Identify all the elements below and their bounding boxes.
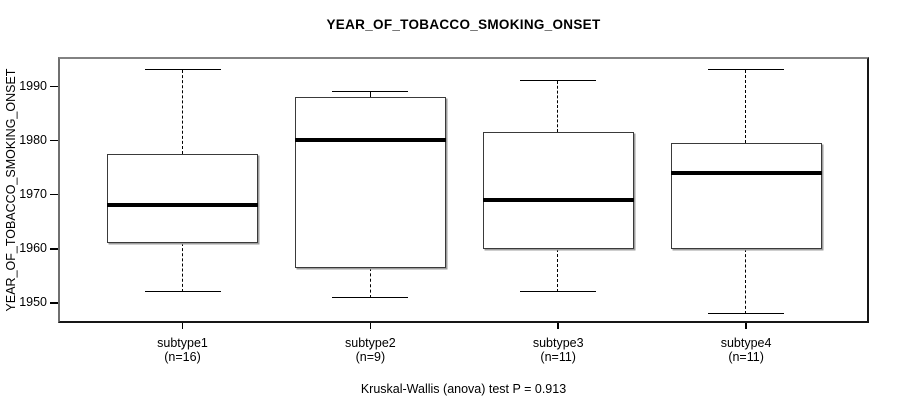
median-line	[107, 203, 258, 208]
y-axis-tick	[50, 248, 58, 250]
lower-whisker-line	[557, 248, 559, 293]
upper-whisker-line	[181, 70, 183, 154]
lower-whisker-line	[369, 267, 371, 298]
lower-whisker-cap	[332, 296, 409, 298]
y-axis-tick	[50, 139, 58, 142]
y-axis-tick	[50, 193, 58, 196]
stat-test-caption: Kruskal-Wallis (anova) test P = 0.913	[360, 382, 567, 396]
median-line	[482, 198, 634, 203]
y-axis-tick-label: 1960	[19, 241, 47, 256]
iqr-box	[107, 153, 258, 244]
lower-whisker-cap	[144, 291, 221, 293]
upper-whisker-line	[745, 70, 747, 144]
category-sample-size: (n=9)	[355, 350, 386, 364]
y-axis-tick	[50, 302, 58, 304]
x-axis-tick	[557, 323, 559, 329]
category-label: subtype3 (n=11)	[483, 336, 633, 364]
y-axis-tick-label: 1970	[19, 187, 47, 202]
y-axis-tick-label: 1950	[19, 295, 47, 310]
category-label: subtype2 (n=9)	[295, 336, 445, 364]
upper-whisker-line	[369, 91, 371, 98]
category-label: subtype4 (n=11)	[671, 336, 821, 364]
category-name: subtype2	[345, 336, 396, 350]
category-name: subtype3	[532, 336, 584, 350]
category-sample-size: (n=11)	[728, 350, 764, 364]
y-axis-tick	[50, 85, 58, 87]
y-axis-tick-label: 1990	[19, 78, 47, 93]
iqr-box	[670, 143, 822, 249]
x-axis-tick	[745, 323, 747, 329]
x-axis-tick	[181, 323, 184, 329]
upper-whisker-cap	[332, 90, 409, 92]
upper-whisker-cap	[708, 69, 785, 71]
category-sample-size: (n=16)	[164, 350, 201, 364]
upper-whisker-cap	[520, 80, 597, 82]
lower-whisker-cap	[708, 313, 785, 315]
category-name: subtype4	[720, 336, 772, 350]
category-label: subtype1 (n=16)	[108, 336, 258, 364]
lower-whisker-line	[181, 243, 183, 293]
median-line	[294, 138, 446, 143]
lower-whisker-cap	[520, 291, 597, 293]
lower-whisker-line	[745, 248, 747, 314]
category-name: subtype1	[157, 336, 208, 350]
median-line	[670, 170, 822, 175]
upper-whisker-line	[557, 80, 559, 133]
category-sample-size: (n=11)	[540, 350, 576, 364]
chart-title: YEAR_OF_TOBACCO_SMOKING_ONSET	[326, 17, 601, 32]
y-axis-tick-label: 1980	[19, 132, 47, 147]
x-axis-tick	[369, 323, 372, 329]
iqr-box	[482, 132, 634, 249]
iqr-box	[294, 97, 446, 268]
upper-whisker-cap	[144, 69, 221, 71]
